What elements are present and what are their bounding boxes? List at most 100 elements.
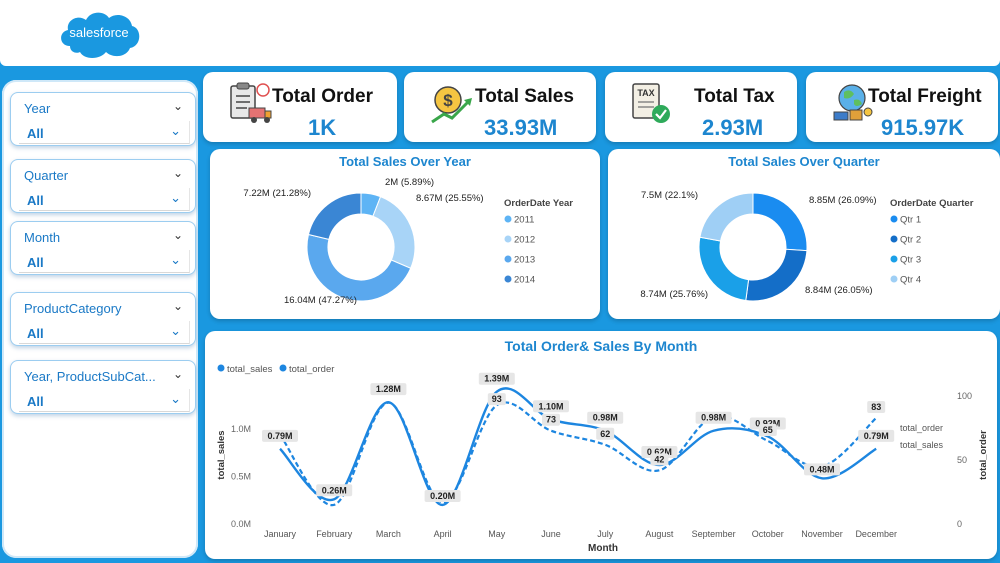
product-category-dropdown[interactable]: All ⌄	[19, 321, 190, 344]
legend-item[interactable]: 2012	[514, 235, 535, 246]
legend-item[interactable]: 2014	[514, 275, 535, 286]
y2-tick-label: 50	[957, 455, 967, 465]
legend-marker	[217, 364, 225, 372]
svg-text:salesforce: salesforce	[69, 25, 128, 40]
month-slicer[interactable]: Month ⌄ All ⌄	[10, 221, 196, 275]
order-sales-line-chart[interactable]: total_sales total_order 0.0M 0.5M 1.0M 0 50 100…	[205, 331, 997, 559]
chevron-down-icon[interactable]: ⌄	[170, 323, 181, 338]
chevron-down-icon[interactable]: ⌄	[170, 391, 181, 406]
sales-data-label: 0.98M	[593, 413, 618, 423]
kpi-total-freight: Total Freight 915.97K	[806, 72, 998, 142]
data-label-bg	[478, 372, 515, 385]
legend-marker	[890, 215, 898, 223]
chart-title: Total Order& Sales By Month	[504, 338, 698, 354]
total-sales-line[interactable]	[279, 387, 877, 507]
slicer-title: Quarter	[24, 168, 69, 183]
y2-tick-label: 100	[957, 391, 972, 401]
slice-data-label: 8.85M (26.09%)	[809, 195, 877, 206]
year-dropdown[interactable]: All ⌄	[19, 121, 190, 144]
data-label-bg	[533, 400, 569, 413]
data-label-bg	[262, 429, 298, 442]
donut-slice[interactable]	[752, 192, 808, 252]
x-tick-label: December	[855, 529, 897, 539]
chevron-down-icon[interactable]: ⌄	[172, 228, 183, 242]
legend-item[interactable]: Qtr 1	[900, 215, 921, 226]
sales-over-year-donut[interactable]: 2M (5.89%) 8.67M (25.55%) 16.04M (47.27%) 7…	[210, 149, 600, 319]
donut-slice[interactable]	[699, 192, 754, 242]
legend-item[interactable]: Qtr 2	[900, 235, 921, 246]
slice-data-label: 16.04M (47.27%)	[284, 295, 357, 306]
legend-item[interactable]: total_order	[289, 364, 334, 375]
slicer-title: ProductCategory	[24, 301, 122, 316]
legend-item[interactable]: total_sales	[227, 364, 273, 375]
kpi-total-tax: TAX Total Tax 2.93M	[605, 72, 797, 142]
sales-data-label: 0.92M	[755, 418, 780, 428]
slice-data-label: 7.5M (22.1%)	[641, 190, 698, 201]
year-product-subcategory-slicer[interactable]: Year, ProductSubCat... ⌄ All ⌄	[10, 360, 196, 414]
quarter-slicer[interactable]: Quarter ⌄ All ⌄	[10, 159, 196, 213]
data-label-bg	[316, 484, 353, 497]
x-tick-label: January	[264, 529, 297, 539]
money-growth-icon: $	[431, 86, 472, 124]
series-end-label: total_sales	[900, 440, 944, 450]
sales-over-quarter-donut[interactable]: 8.85M (26.09%) 8.84M (26.05%) 8.74M (25.76…	[608, 149, 1000, 319]
sales-data-label: 0.98M	[701, 413, 726, 423]
chevron-down-icon[interactable]: ⌄	[170, 123, 181, 138]
chevron-down-icon[interactable]: ⌄	[172, 299, 183, 313]
donut-slice[interactable]	[745, 248, 808, 302]
donut-slice[interactable]	[372, 196, 416, 269]
chevron-down-icon[interactable]: ⌄	[170, 252, 181, 267]
legend-marker	[890, 235, 898, 243]
legend-title: OrderDate Quarter	[890, 198, 974, 209]
sales-data-label: 0.79M	[864, 431, 889, 441]
donut-slice[interactable]	[307, 192, 362, 240]
sales-data-label: 1.28M	[376, 384, 401, 394]
data-label-bg	[370, 383, 407, 396]
order-data-label: 62	[600, 429, 610, 439]
legend-marker	[504, 255, 512, 263]
slicer-value: All	[27, 394, 44, 409]
filter-sidebar: Year ⌄ All ⌄ Quarter ⌄ All ⌄ Month ⌄ All…	[2, 80, 198, 558]
data-label-bg	[641, 445, 678, 458]
x-tick-label: November	[801, 529, 843, 539]
year-product-subcategory-dropdown[interactable]: All ⌄	[19, 389, 190, 412]
chevron-down-icon[interactable]: ⌄	[172, 166, 183, 180]
kpi-value: 1K	[308, 115, 337, 140]
legend-marker	[504, 235, 512, 243]
x-tick-label: September	[692, 529, 736, 539]
legend-marker	[504, 275, 512, 283]
header-bar: salesforce	[0, 0, 1000, 66]
total-order-line[interactable]	[279, 401, 877, 506]
x-axis-title: Month	[588, 543, 618, 554]
quarter-dropdown[interactable]: All ⌄	[19, 188, 190, 211]
kpi-total-order: Total Order 1K	[203, 72, 397, 142]
slicer-value: All	[27, 255, 44, 270]
slice-data-label: 7.22M (21.28%)	[243, 188, 311, 199]
legend-item[interactable]: Qtr 4	[900, 275, 921, 286]
month-dropdown[interactable]: All ⌄	[19, 250, 190, 273]
order-data-label: 65	[763, 425, 773, 435]
chevron-down-icon[interactable]: ⌄	[172, 99, 183, 113]
legend-marker	[890, 275, 898, 283]
sales-data-label: 0.26M	[322, 485, 347, 495]
slice-data-label: 8.74M (25.76%)	[640, 289, 708, 300]
x-tick-label: October	[752, 529, 784, 539]
legend-item[interactable]: 2011	[514, 215, 534, 226]
x-tick-label: March	[376, 529, 401, 539]
order-data-label: 93	[492, 394, 502, 404]
clipboard-truck-icon	[230, 82, 272, 123]
y2-tick-label: 0	[957, 519, 962, 529]
chevron-down-icon[interactable]: ⌄	[170, 190, 181, 205]
legend-item[interactable]: Qtr 3	[900, 255, 921, 266]
data-label-bg	[867, 400, 886, 413]
legend-item[interactable]: 2013	[514, 255, 535, 266]
donut-slice[interactable]	[306, 233, 412, 302]
sales-over-year-panel: Total Sales Over Year 2M (5.89%) 8.67M (2…	[210, 149, 600, 319]
product-category-slicer[interactable]: ProductCategory ⌄ All ⌄	[10, 292, 196, 346]
year-slicer[interactable]: Year ⌄ All ⌄	[10, 92, 196, 146]
sales-data-label: 0.48M	[809, 464, 834, 474]
chevron-down-icon[interactable]: ⌄	[172, 367, 183, 381]
slicer-title: Year, ProductSubCat...	[24, 369, 156, 384]
sales-data-label: 1.39M	[484, 374, 509, 384]
